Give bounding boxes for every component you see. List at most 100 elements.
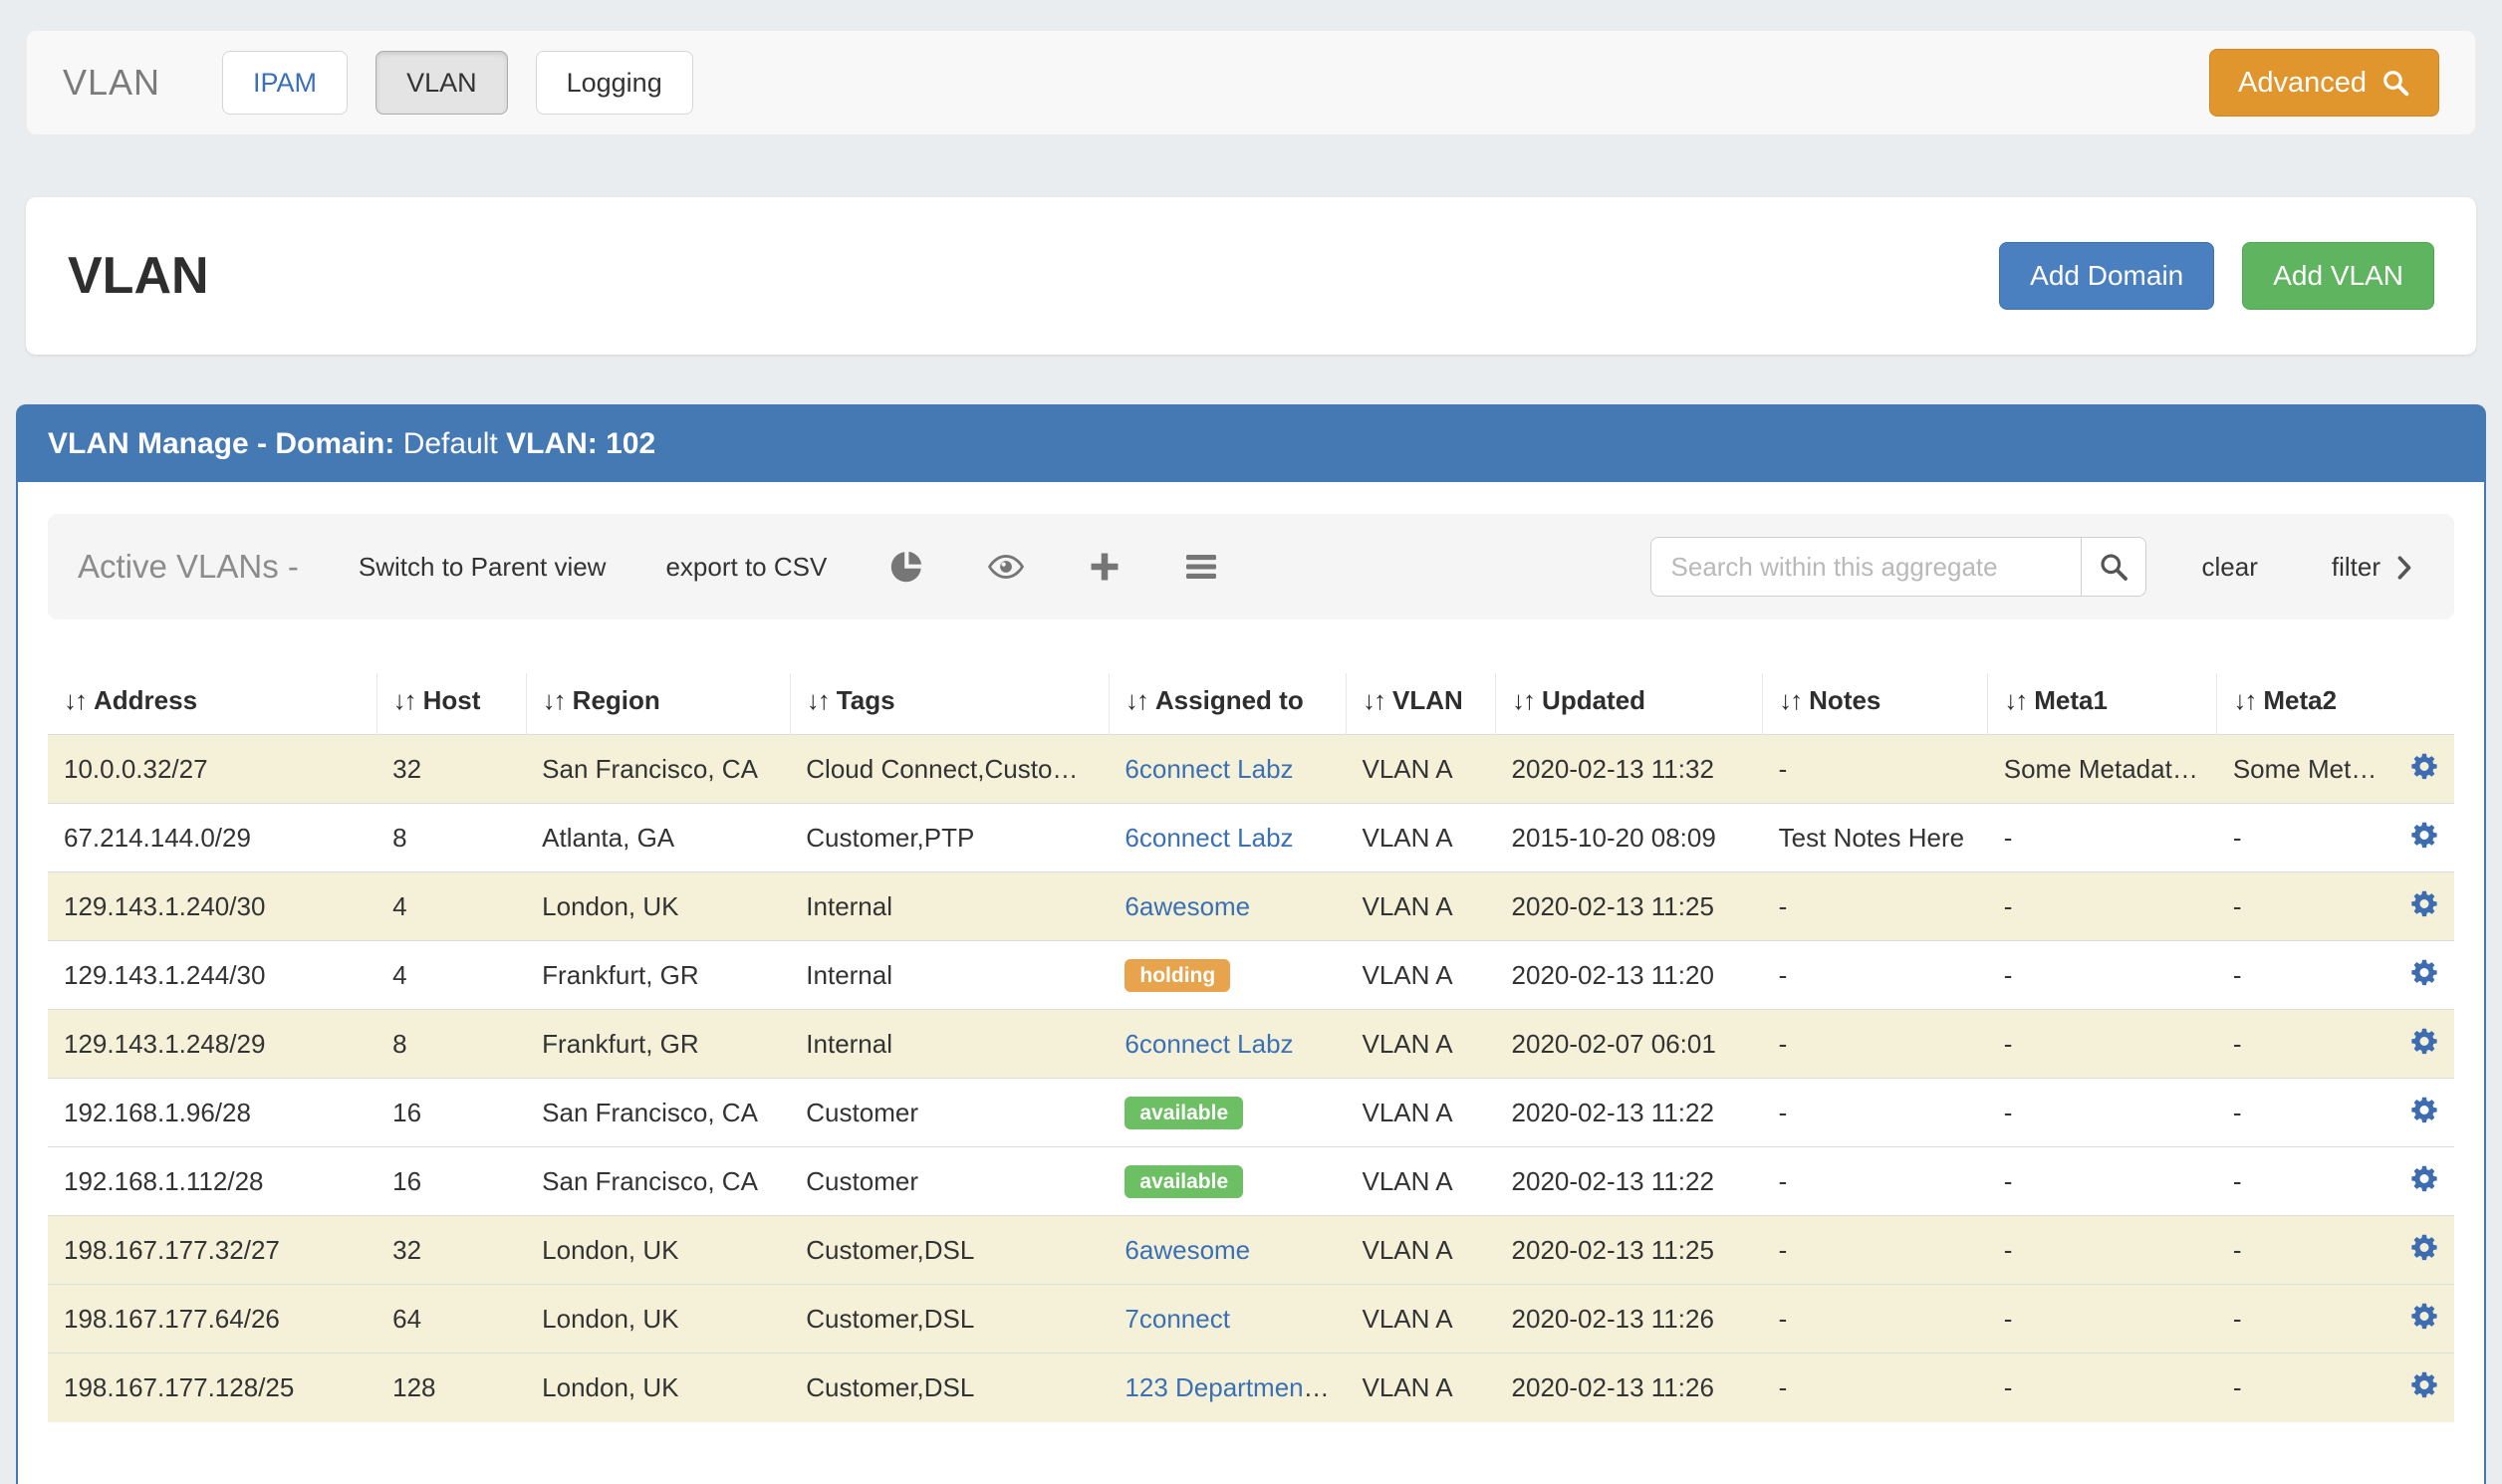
- cell-vlan: VLAN A: [1346, 1353, 1496, 1422]
- cell-vlan: VLAN A: [1346, 1009, 1496, 1079]
- row-settings-gear-icon[interactable]: [2409, 820, 2439, 850]
- tab-logging[interactable]: Logging: [535, 51, 693, 115]
- table-row[interactable]: 67.214.144.0/29 8 Atlanta, GA Customer,P…: [48, 803, 2454, 872]
- cell-region: London, UK: [526, 1215, 791, 1285]
- cell-meta1: -: [1987, 1284, 2217, 1354]
- row-settings-gear-icon[interactable]: [2409, 1369, 2439, 1399]
- row-settings-gear-icon[interactable]: [2409, 751, 2439, 781]
- row-settings-gear-icon[interactable]: [2409, 1232, 2439, 1262]
- vlan-table: ↓↑ Address ↓↑ Host ↓↑ Region ↓↑ Tags ↓↑ Assigned …: [48, 673, 2454, 1422]
- cell-updated: 2020-02-13 11:26: [1495, 1284, 1763, 1354]
- cell-actions: [2393, 734, 2454, 804]
- column-header-region[interactable]: ↓↑ Region: [525, 673, 791, 735]
- panel-heading-vlan: VLAN: 102: [506, 427, 656, 460]
- table-row[interactable]: 198.167.177.32/27 32 London, UK Customer…: [48, 1215, 2454, 1285]
- export-csv-link[interactable]: export to CSV: [665, 551, 828, 582]
- column-header-host[interactable]: ↓↑ Host: [375, 673, 527, 735]
- filter-link[interactable]: filter: [2332, 552, 2412, 583]
- row-settings-gear-icon[interactable]: [2409, 888, 2439, 918]
- table-row[interactable]: 198.167.177.64/26 64 London, UK Customer…: [48, 1284, 2454, 1354]
- cell-updated: 2020-02-13 11:25: [1495, 871, 1763, 941]
- row-settings-gear-icon[interactable]: [2409, 1163, 2439, 1193]
- cell-address: 129.143.1.240/30: [48, 871, 377, 941]
- cell-meta1: -: [1987, 1078, 2217, 1147]
- cell-notes: -: [1762, 734, 1988, 804]
- assigned-to-link[interactable]: 6awesome: [1125, 1234, 1251, 1265]
- cell-address: 192.168.1.112/28: [48, 1146, 377, 1216]
- assigned-to-link[interactable]: 6connect Labz: [1125, 753, 1294, 784]
- row-settings-gear-icon[interactable]: [2409, 1301, 2439, 1331]
- cell-actions: [2393, 1009, 2454, 1079]
- tab-vlan[interactable]: VLAN: [375, 51, 508, 115]
- column-header-tags[interactable]: ↓↑ Tags: [789, 673, 1110, 735]
- cell-region: London, UK: [526, 1353, 791, 1422]
- cell-actions: [2393, 1215, 2454, 1285]
- assigned-to-link[interactable]: 6connect Labz: [1125, 822, 1294, 853]
- sort-icon: ↓↑: [392, 685, 417, 715]
- table-header-row: ↓↑ Address ↓↑ Host ↓↑ Region ↓↑ Tags ↓↑ Assigned …: [48, 673, 2454, 735]
- column-header-address[interactable]: ↓↑ Address: [64, 685, 198, 715]
- switch-parent-view-link[interactable]: Switch to Parent view: [358, 551, 607, 582]
- column-header-assigned-to[interactable]: ↓↑ Assigned to: [1108, 673, 1347, 735]
- row-settings-gear-icon[interactable]: [2409, 1095, 2439, 1124]
- table-row[interactable]: 129.143.1.248/29 8 Frankfurt, GR Interna…: [48, 1009, 2454, 1079]
- cell-tags: Customer,DSL: [790, 1215, 1110, 1285]
- assigned-to-link[interactable]: 6awesome: [1125, 890, 1251, 921]
- cell-meta1: -: [1987, 803, 2217, 872]
- cell-updated: 2020-02-13 11:20: [1495, 940, 1763, 1010]
- cell-host: 4: [376, 940, 527, 1010]
- sort-icon: ↓↑: [806, 685, 831, 715]
- cell-address: 67.214.144.0/29: [48, 803, 377, 872]
- table-row[interactable]: 129.143.1.244/30 4 Frankfurt, GR Interna…: [48, 940, 2454, 1010]
- assigned-to-link[interactable]: 123 Department…: [1125, 1371, 1337, 1402]
- assigned-to-link[interactable]: 6connect Labz: [1125, 1028, 1294, 1059]
- cell-updated: 2020-02-13 11:22: [1495, 1078, 1763, 1147]
- row-settings-gear-icon[interactable]: [2409, 1026, 2439, 1056]
- vlan-manage-panel: VLAN Manage - Domain: Default VLAN: 102 …: [16, 404, 2486, 1484]
- table-row[interactable]: 10.0.0.32/27 32 San Francisco, CA Cloud …: [48, 734, 2454, 804]
- cell-tags: Internal: [790, 1009, 1110, 1079]
- search-input[interactable]: [1649, 537, 2081, 597]
- column-header-updated[interactable]: ↓↑ Updated: [1495, 673, 1763, 735]
- column-header-vlan[interactable]: ↓↑ VLAN: [1345, 673, 1496, 735]
- table-row[interactable]: 129.143.1.240/30 4 London, UK Internal 6…: [48, 871, 2454, 941]
- clear-filter-link[interactable]: clear: [2201, 551, 2258, 582]
- add-vlan-button[interactable]: Add VLAN: [2242, 242, 2434, 310]
- page-header-card: VLAN Add Domain Add VLAN: [26, 197, 2476, 355]
- list-menu-button[interactable]: [1183, 549, 1219, 585]
- cell-tags: Customer,PTP: [790, 803, 1110, 872]
- cell-updated: 2020-02-13 11:25: [1495, 1215, 1763, 1285]
- cell-tags: Cloud Connect,Customer: [790, 734, 1110, 804]
- add-block-button[interactable]: [1088, 550, 1122, 584]
- cell-meta2: -: [2216, 1353, 2394, 1422]
- cell-meta2: -: [2216, 803, 2394, 872]
- search-icon: [2100, 554, 2127, 581]
- cell-meta2: -: [2216, 1146, 2394, 1216]
- search-submit-button[interactable]: [2080, 537, 2146, 597]
- page-title: VLAN: [68, 247, 209, 305]
- advanced-search-button[interactable]: Advanced: [2209, 49, 2439, 117]
- cell-actions: [2393, 803, 2454, 872]
- table-row[interactable]: 192.168.1.112/28 16 San Francisco, CA Cu…: [48, 1146, 2454, 1216]
- sort-icon: ↓↑: [1363, 685, 1386, 715]
- cell-vlan: VLAN A: [1346, 1146, 1496, 1216]
- cell-actions: [2393, 1078, 2454, 1147]
- table-toolbar: Active VLANs - Switch to Parent view exp…: [48, 514, 2454, 619]
- cell-assigned-to: available: [1109, 1078, 1347, 1147]
- table-row[interactable]: 198.167.177.128/25 128 London, UK Custom…: [48, 1353, 2454, 1422]
- table-row[interactable]: 192.168.1.96/28 16 San Francisco, CA Cus…: [48, 1078, 2454, 1147]
- assigned-to-link[interactable]: 7connect: [1125, 1303, 1230, 1334]
- cell-actions: [2393, 1146, 2454, 1216]
- pie-chart-icon: [891, 551, 922, 583]
- cell-updated: 2020-02-07 06:01: [1495, 1009, 1763, 1079]
- add-domain-button[interactable]: Add Domain: [1999, 242, 2215, 310]
- column-header-meta2[interactable]: ↓↑ Meta2: [2216, 673, 2394, 735]
- cell-meta1: -: [1987, 940, 2217, 1010]
- column-header-notes[interactable]: ↓↑ Notes: [1762, 673, 1988, 735]
- column-header-meta1[interactable]: ↓↑ Meta1: [1987, 673, 2217, 735]
- visibility-button[interactable]: [986, 553, 1026, 581]
- row-settings-gear-icon[interactable]: [2409, 957, 2439, 987]
- cell-actions: [2393, 871, 2454, 941]
- tab-ipam[interactable]: IPAM: [222, 51, 349, 115]
- chart-view-button[interactable]: [888, 549, 924, 585]
